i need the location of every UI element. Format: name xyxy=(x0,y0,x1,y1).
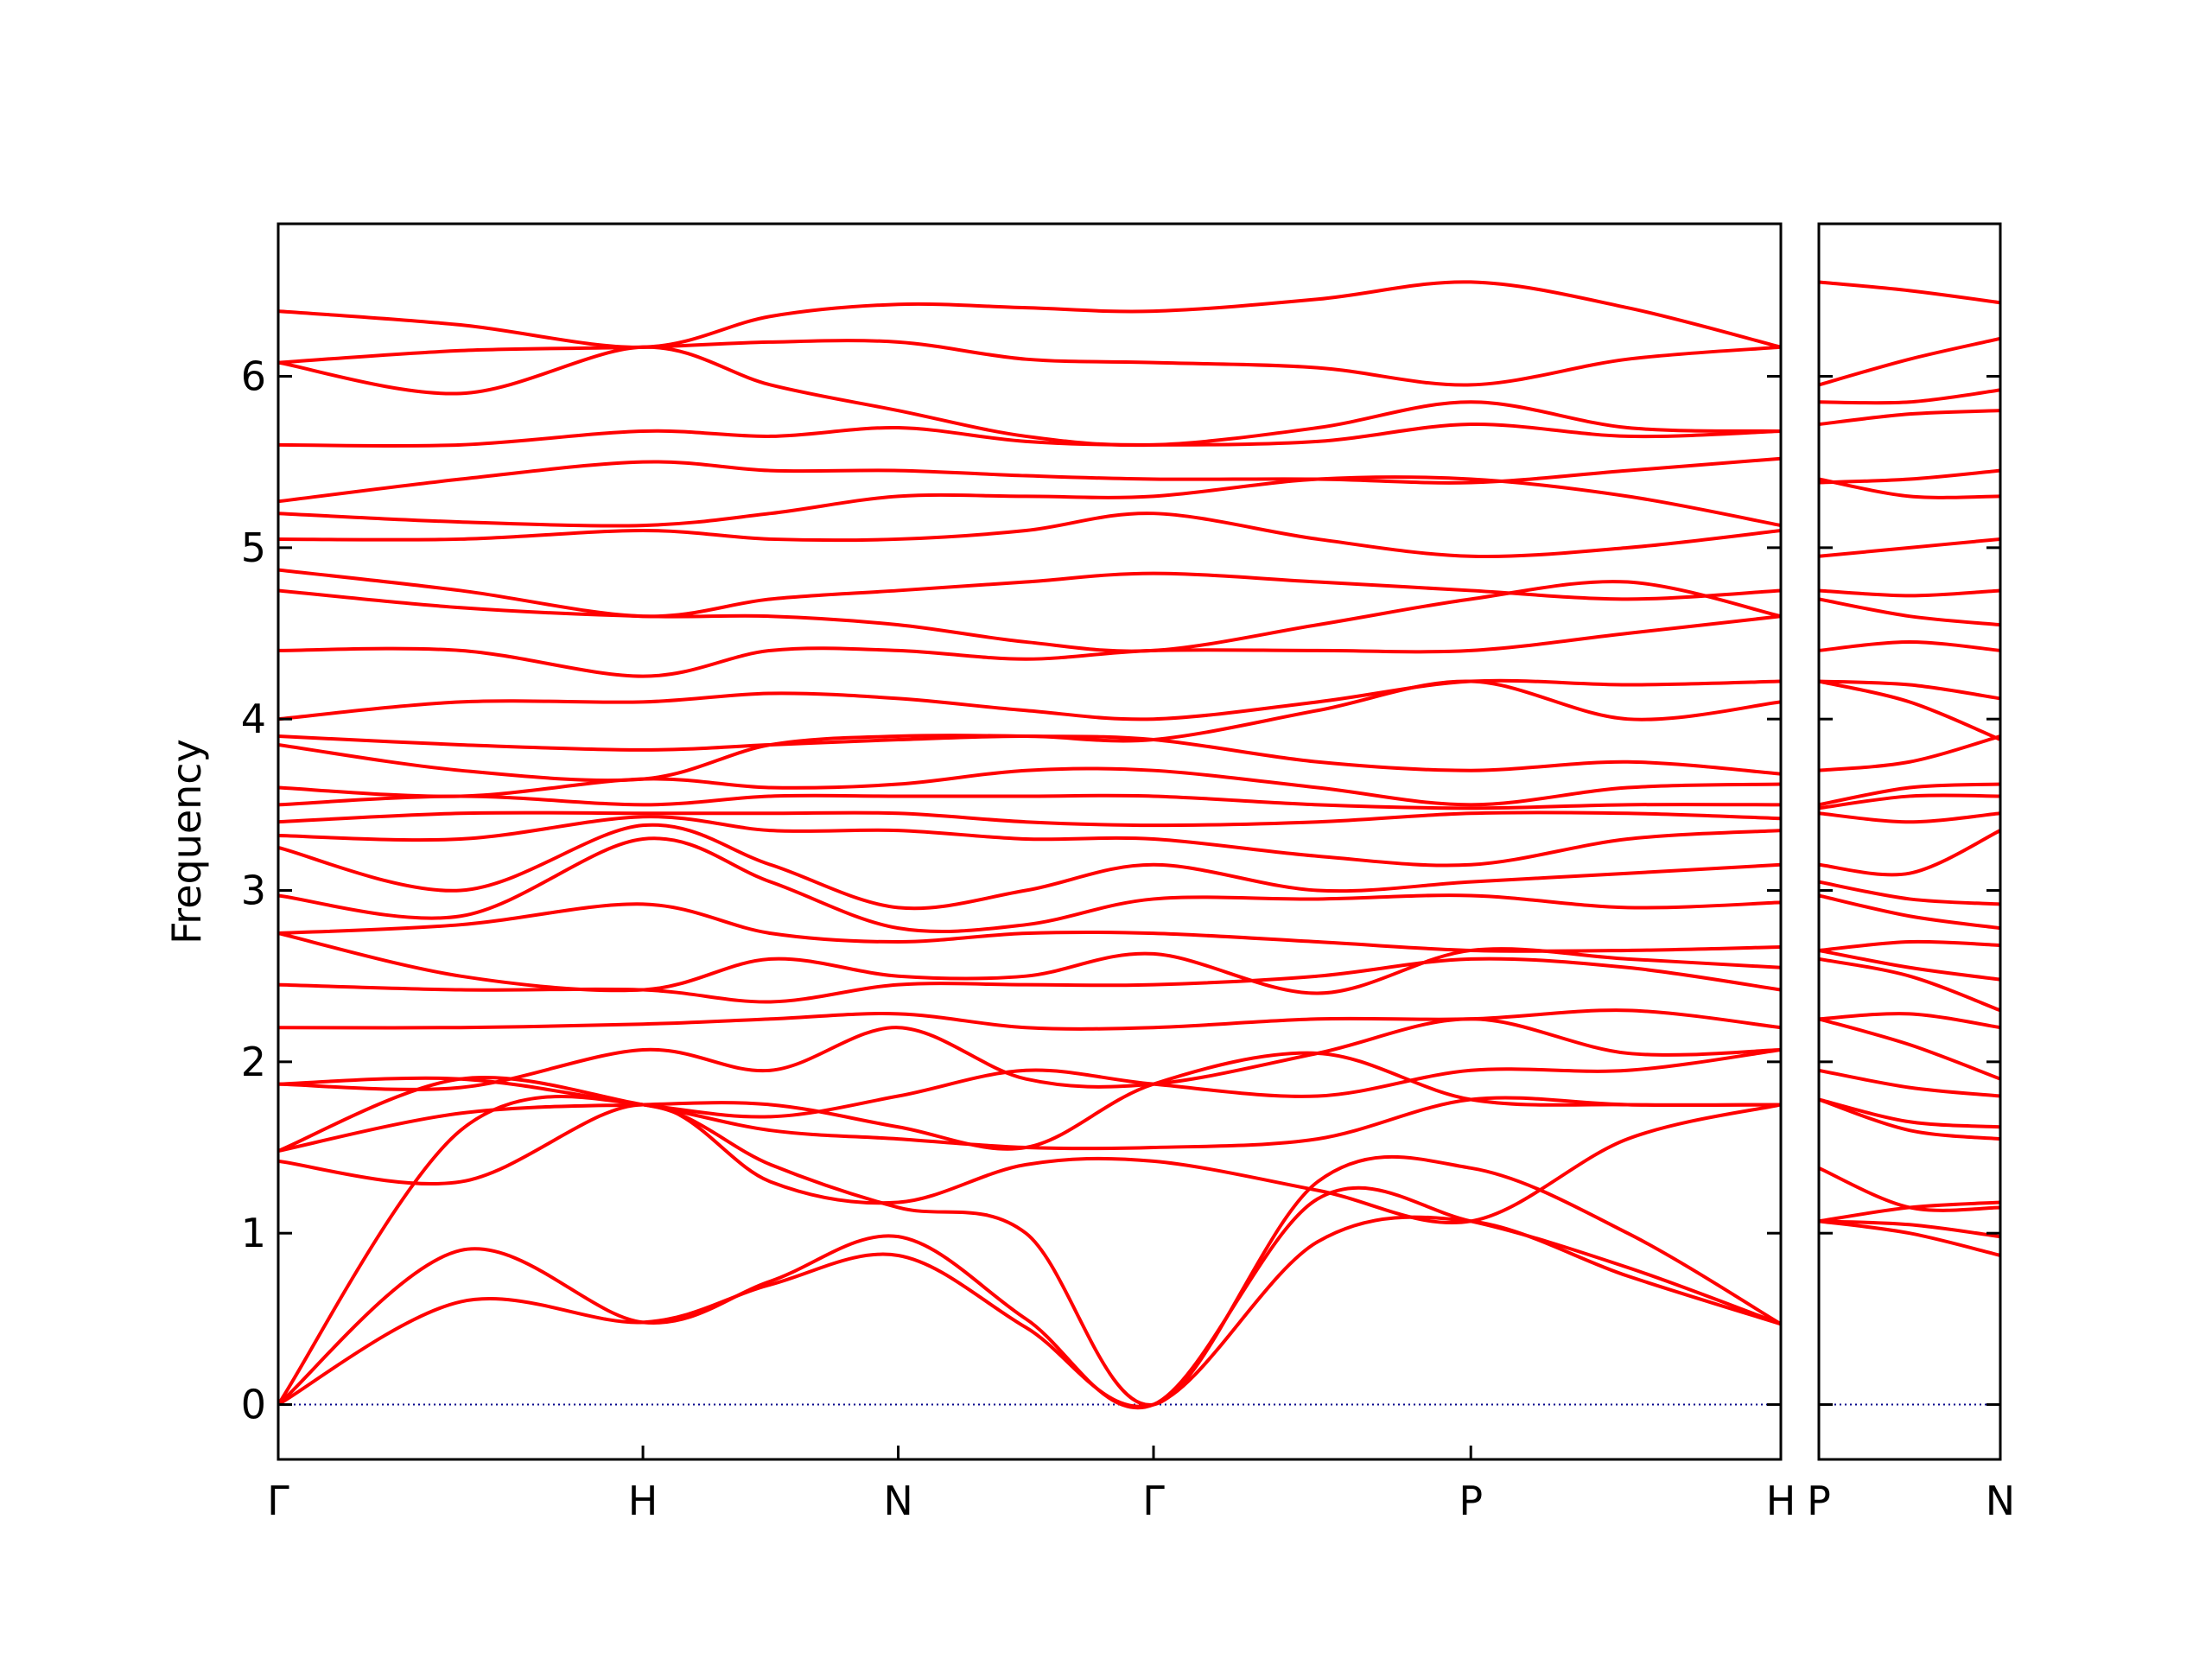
band-line xyxy=(278,823,1781,911)
x-tick-label: H xyxy=(628,1478,658,1524)
band-line xyxy=(278,836,1781,934)
band-line xyxy=(278,1185,1781,1410)
band-line xyxy=(1819,782,2000,807)
x-tick-label: N xyxy=(1986,1478,2015,1524)
band-line xyxy=(1819,409,2000,427)
y-tick-label: 2 xyxy=(241,1039,266,1085)
band-line xyxy=(1819,537,2000,558)
band-line xyxy=(1819,793,2000,810)
band-line xyxy=(278,1103,1781,1225)
y-tick-label: 5 xyxy=(241,524,266,571)
y-tick-label: 0 xyxy=(241,1382,266,1428)
y-tick-label: 4 xyxy=(241,696,266,742)
band-line xyxy=(1819,280,2000,305)
band-line xyxy=(1819,468,2000,485)
band-line xyxy=(1819,1068,2000,1098)
band-line xyxy=(1819,1097,2000,1129)
band-line xyxy=(1819,588,2000,598)
x-tick-label: H xyxy=(1766,1478,1796,1524)
y-axis-label: Frequency xyxy=(163,739,210,944)
band-line xyxy=(278,678,1781,721)
band-line xyxy=(278,568,1781,619)
band-line xyxy=(1819,939,2000,952)
band-line xyxy=(278,1047,1781,1119)
band-line xyxy=(278,957,1781,1004)
band-line xyxy=(1819,679,2000,701)
band-line xyxy=(278,423,1781,448)
band-line xyxy=(1819,1012,2000,1030)
band-line xyxy=(278,902,1781,953)
band-line xyxy=(278,456,1781,504)
band-line xyxy=(1819,1219,2000,1257)
panel: 0 1 2 3 4 5 6 Γ H N Γ P H Frequency xyxy=(163,222,1796,1524)
band-line xyxy=(278,1075,1781,1153)
band-line xyxy=(1819,829,2000,877)
x-tick-label: N xyxy=(883,1478,912,1524)
band-line xyxy=(278,1051,1781,1153)
band-line xyxy=(278,815,1781,868)
y-tick-label: 6 xyxy=(241,353,266,400)
band-line xyxy=(278,580,1781,653)
band-line xyxy=(278,512,1781,559)
bands xyxy=(278,280,1781,1410)
x-tick-label: P xyxy=(1807,1478,1831,1524)
band-line xyxy=(278,1008,1781,1031)
x-tick-label: P xyxy=(1459,1478,1483,1524)
band-line xyxy=(1819,948,2000,982)
band-line xyxy=(278,766,1781,807)
band-line xyxy=(278,280,1781,349)
band-line xyxy=(1819,1219,2000,1239)
band-line xyxy=(278,614,1781,678)
bands xyxy=(1819,280,2000,1257)
x-tick-label: Γ xyxy=(1142,1478,1165,1524)
y-tick-label: 3 xyxy=(241,868,266,914)
band-line xyxy=(1819,388,2000,405)
band-line xyxy=(278,475,1781,528)
band-line xyxy=(278,1017,1781,1091)
band-line xyxy=(1819,880,2000,906)
band-line xyxy=(1819,811,2000,824)
band-line xyxy=(1819,336,2000,387)
band-line xyxy=(1819,597,2000,627)
band-line xyxy=(278,345,1781,448)
band-line xyxy=(1819,957,2000,1013)
band-line xyxy=(1819,734,2000,772)
band-line xyxy=(1819,1200,2000,1224)
band-line xyxy=(278,339,1781,387)
plot-frame xyxy=(276,222,1783,1461)
plot-frame xyxy=(1817,222,2002,1461)
band-line xyxy=(278,1095,1781,1407)
band-line xyxy=(1819,639,2000,652)
band-line xyxy=(1819,893,2000,931)
y-tick-label: 1 xyxy=(241,1210,266,1256)
band-line xyxy=(1819,1017,2000,1081)
x-tick-label: Γ xyxy=(267,1478,289,1524)
band-line xyxy=(278,679,1781,752)
band-line xyxy=(278,734,1781,783)
band-line xyxy=(278,810,1781,828)
band-line xyxy=(278,793,1781,810)
band-line xyxy=(1819,679,2000,741)
band-line xyxy=(1819,1097,2000,1141)
